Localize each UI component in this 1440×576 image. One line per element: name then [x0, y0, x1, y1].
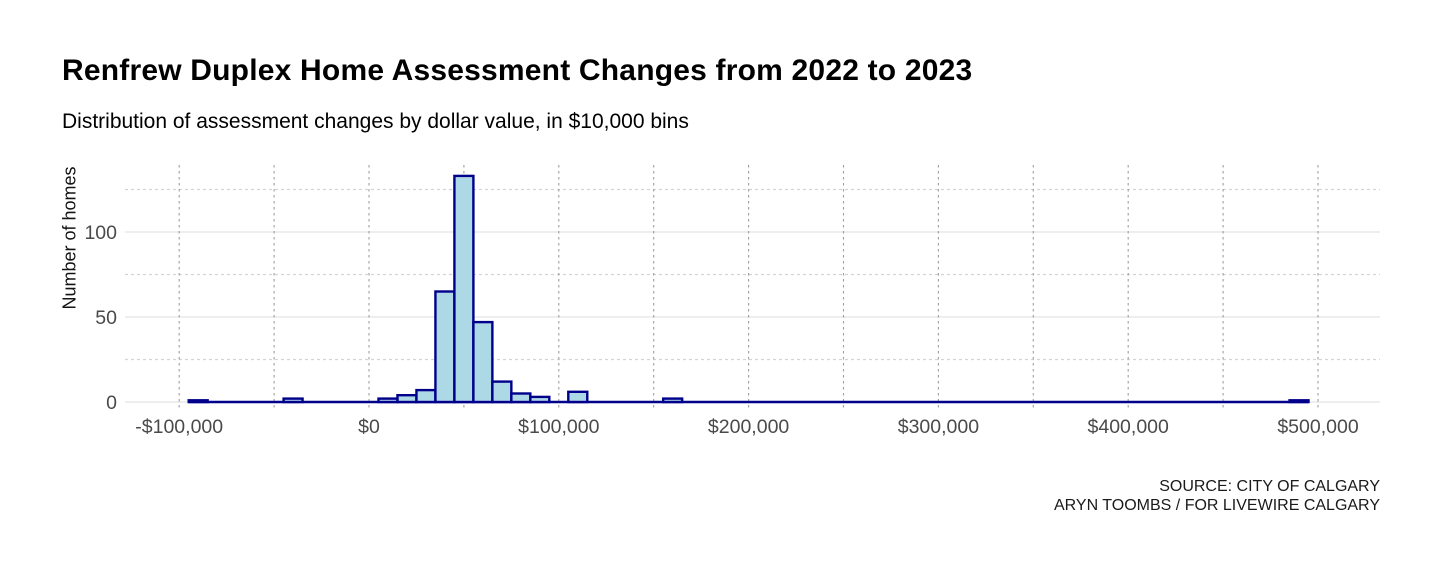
x-tick-label: $400,000: [1088, 416, 1169, 438]
source-line: SOURCE: CITY OF CALGARY: [1159, 478, 1380, 495]
histogram-bar: [472, 320, 494, 404]
source-credit: SOURCE: CITY OF CALGARY ARYN TOOMBS / FO…: [1054, 477, 1380, 515]
x-tick-label: $0: [358, 416, 380, 438]
histogram-bar: [661, 397, 684, 404]
histogram-bar: [187, 399, 209, 404]
histogram-bar: [396, 394, 418, 404]
x-tick-label: $500,000: [1277, 416, 1358, 438]
y-tick-label: 100: [84, 222, 117, 244]
histogram-bar: [434, 290, 456, 404]
credit-line: ARYN TOOMBS / FOR LIVEWIRE CALGARY: [1053, 497, 1380, 514]
chart-title: Renfrew Duplex Home Assessment Changes f…: [62, 54, 973, 87]
histogram-bar: [377, 397, 399, 404]
x-tick-label: -$100,000: [135, 416, 223, 438]
histogram-bar: [415, 388, 437, 404]
x-tick-label: $300,000: [898, 416, 979, 438]
y-tick-label: 50: [95, 307, 117, 329]
y-tick-label: 0: [106, 392, 117, 414]
histogram-bar: [453, 174, 475, 404]
histogram-bar: [491, 380, 513, 404]
x-tick-label: $100,000: [518, 416, 599, 438]
x-tick-label: $200,000: [708, 416, 789, 438]
histogram-bar: [529, 395, 551, 404]
histogram-bar: [282, 397, 304, 404]
histogram-bar: [1288, 399, 1310, 404]
chart-subtitle: Distribution of assessment changes by do…: [62, 110, 689, 133]
histogram-bar: [567, 390, 589, 404]
histogram-bar: [510, 392, 532, 404]
